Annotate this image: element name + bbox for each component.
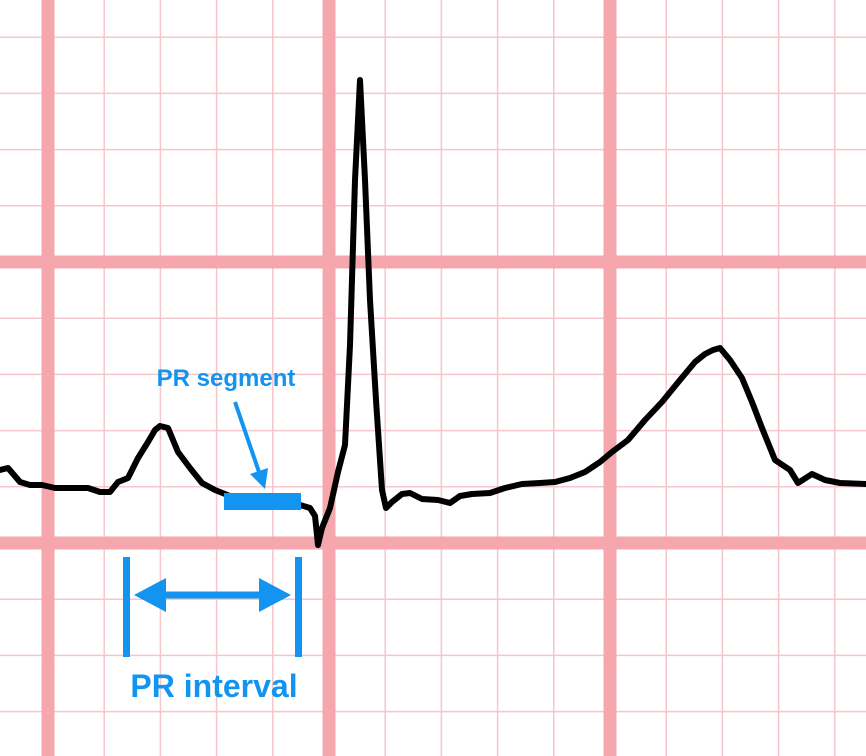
pr-segment-pointer-arrowhead (250, 468, 268, 489)
ecg-trace (0, 77, 866, 548)
pr-interval-arrow-right-head (259, 578, 291, 612)
pr-segment-bar (224, 493, 301, 510)
pr-interval-label: PR interval (130, 668, 297, 704)
pr-segment-pointer-line (233, 401, 261, 473)
pr-interval-left-marker (123, 557, 130, 657)
pr-interval-arrow-left-head (134, 578, 166, 612)
pr-interval-right-marker (295, 557, 302, 657)
pr-segment-label: PR segment (157, 365, 296, 392)
